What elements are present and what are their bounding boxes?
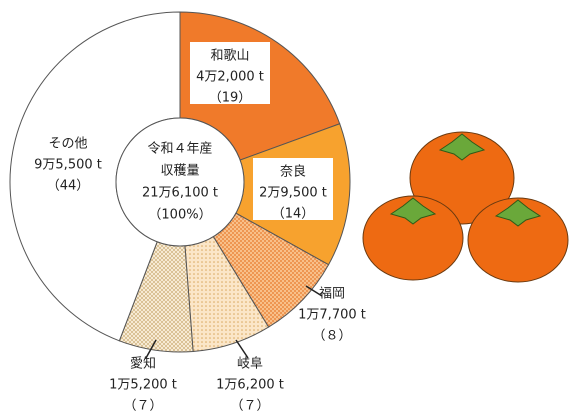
percent-label: （８） (312, 329, 351, 344)
center-label: 21万6,100 t (142, 186, 218, 201)
center-label: 収穫量 (160, 164, 199, 179)
percent-label: （19） (209, 91, 252, 106)
percent-label: （７） (123, 399, 162, 414)
percent-label: （７） (230, 399, 269, 414)
center-label: 令和４年産 (147, 141, 212, 157)
chart: 令和４年産収穫量 21万6,100 t （100%） 和歌山 4万2,000 t （19）… (0, 0, 572, 415)
persimmon (363, 196, 463, 280)
slice-label: 奈良 (280, 164, 306, 180)
slice-label: 愛知 (130, 356, 156, 372)
slice-label: その他 (48, 137, 87, 152)
persimmons-illustration (363, 132, 568, 282)
value-label: 2万9,500 t (259, 186, 327, 201)
percent-label: （14） (272, 207, 315, 222)
slice-label: 岐阜 (237, 356, 263, 372)
value-label: 4万2,000 t (196, 70, 264, 85)
center-label: （100%） (148, 208, 211, 223)
slice-label: 和歌山 (210, 49, 249, 64)
leader-arrow (236, 340, 248, 358)
percent-label: （44） (47, 179, 90, 194)
value-label: 1万5,200 t (109, 378, 177, 393)
value-label: 1万6,200 t (216, 378, 284, 393)
slice-label: 福岡 (319, 287, 345, 302)
value-label: 1万7,700 t (298, 308, 366, 323)
value-label: 9万5,500 t (34, 158, 102, 173)
donut-hole (116, 118, 244, 246)
persimmon (468, 198, 568, 282)
